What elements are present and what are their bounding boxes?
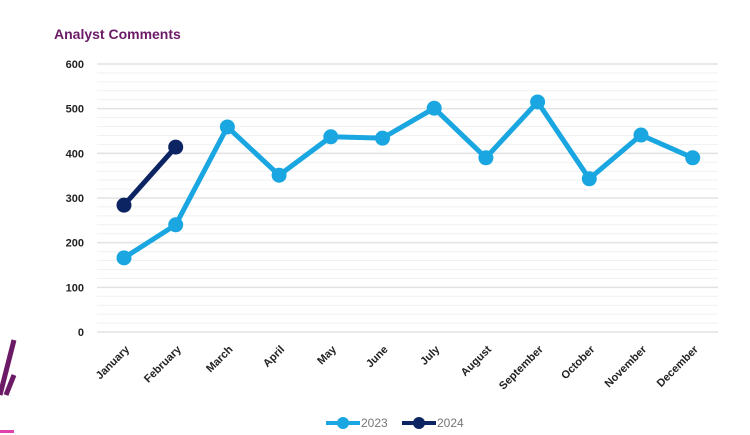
x-tick-label: April	[261, 344, 287, 370]
legend-label-2024: 2024	[437, 416, 464, 430]
y-tick-label: 500	[66, 104, 84, 116]
x-tick-label: October	[559, 343, 598, 382]
data-point-2023	[168, 217, 184, 233]
x-tick-label: May	[315, 343, 339, 367]
legend-marker-2023	[337, 417, 349, 429]
decorative-stripe	[0, 339, 17, 396]
data-point-2023	[633, 127, 649, 143]
data-point-2024	[116, 197, 132, 213]
series-line-2023	[122, 99, 694, 260]
data-point-2023	[375, 130, 390, 146]
data-point-2023	[116, 250, 132, 266]
x-tick-label: July	[418, 343, 443, 368]
chart-title: Analyst Comments	[54, 26, 181, 42]
data-point-2024	[168, 139, 184, 155]
x-tick-label: January	[94, 343, 133, 382]
y-tick-label: 600	[66, 59, 84, 71]
legend-marker-2024	[413, 417, 425, 429]
data-point-2023	[426, 100, 442, 116]
x-tick-label: November	[603, 343, 650, 390]
decorative-bar	[0, 430, 14, 433]
x-tick-label: February	[142, 343, 184, 385]
data-point-2023	[478, 150, 494, 166]
data-point-2023	[323, 129, 339, 145]
x-tick-label: September	[497, 343, 546, 392]
y-tick-label: 300	[66, 193, 84, 205]
y-tick-label: 100	[66, 282, 84, 294]
x-tick-label: August	[459, 343, 495, 379]
data-point-2023	[530, 94, 546, 110]
y-tick-label: 200	[66, 238, 84, 250]
legend-label-2023: 2023	[361, 416, 388, 430]
data-point-2023	[219, 119, 235, 135]
data-point-2023	[685, 150, 701, 166]
x-tick-label: December	[655, 343, 702, 390]
y-tick-label: 0	[78, 327, 84, 339]
x-tick-label: March	[204, 343, 236, 375]
data-point-2023	[271, 167, 287, 183]
decorative-stripe	[3, 374, 17, 396]
x-tick-label: June	[364, 344, 391, 371]
data-point-2023	[581, 171, 597, 187]
y-tick-label: 400	[66, 148, 84, 160]
series-line-2024	[122, 145, 178, 207]
